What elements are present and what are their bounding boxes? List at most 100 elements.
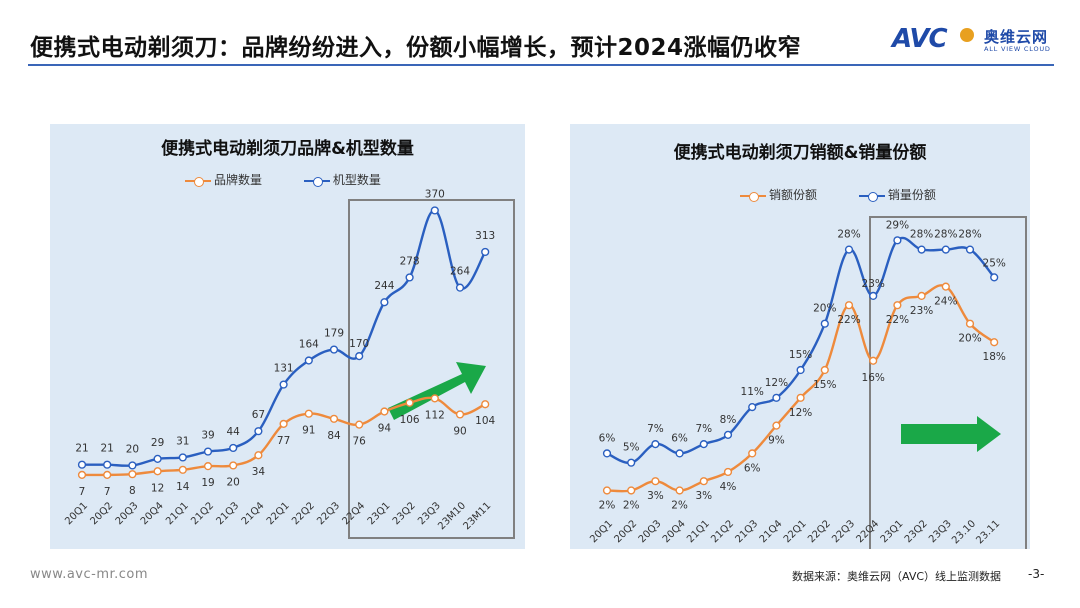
data-point bbox=[128, 470, 137, 479]
series-line bbox=[606, 284, 995, 493]
data-label: 21 bbox=[101, 443, 114, 455]
right-arrow-icon bbox=[901, 416, 1001, 452]
data-label: 90 bbox=[453, 425, 466, 437]
data-point bbox=[229, 461, 238, 470]
data-label: 15% bbox=[789, 349, 812, 361]
data-point bbox=[254, 427, 263, 436]
data-point bbox=[651, 477, 660, 486]
x-tick-label: 20Q4 bbox=[661, 518, 688, 545]
share-line-chart: 20Q120Q220Q320Q421Q121Q221Q321Q422Q122Q2… bbox=[588, 216, 1027, 549]
data-point bbox=[380, 407, 389, 416]
data-point bbox=[844, 245, 854, 254]
x-tick-label: 21Q3 bbox=[214, 500, 241, 527]
legend-item-model: 机型数量 bbox=[303, 171, 381, 188]
data-point bbox=[203, 462, 213, 471]
data-point bbox=[675, 486, 684, 495]
data-label: 3% bbox=[647, 490, 664, 502]
legend-item-sales-volume: 销量份额 bbox=[858, 186, 936, 203]
x-tick-label: 20Q3 bbox=[637, 518, 664, 545]
logo-dot-icon bbox=[960, 28, 974, 42]
data-label: 8 bbox=[129, 485, 136, 497]
data-label: 15% bbox=[813, 379, 836, 391]
data-label: 77 bbox=[277, 435, 290, 447]
data-point bbox=[178, 465, 187, 474]
data-point bbox=[304, 356, 313, 365]
x-tick-label: 22Q1 bbox=[265, 500, 292, 527]
chart-legend: 销额份额 销量份额 bbox=[740, 186, 974, 203]
data-point bbox=[748, 449, 757, 458]
data-label: 244 bbox=[374, 280, 394, 292]
legend-label: 品牌数量 bbox=[214, 173, 263, 187]
data-point bbox=[355, 420, 364, 429]
data-label: 23% bbox=[862, 278, 885, 290]
x-tick-label: 20Q4 bbox=[139, 500, 166, 527]
data-label: 8% bbox=[720, 414, 737, 426]
data-label: 7% bbox=[695, 423, 712, 435]
x-tick-label: 22Q2 bbox=[806, 518, 833, 545]
chart-title: 便携式电动剃须刀品牌&机型数量 bbox=[161, 139, 414, 159]
data-point bbox=[455, 283, 465, 292]
data-label: 29 bbox=[151, 437, 164, 449]
data-point bbox=[380, 298, 389, 307]
x-tick-label: 21Q4 bbox=[758, 518, 785, 545]
data-point bbox=[651, 440, 660, 449]
x-tick-label: 22Q1 bbox=[782, 518, 809, 545]
data-point bbox=[481, 400, 490, 409]
data-label: 20% bbox=[958, 333, 981, 345]
data-point bbox=[990, 273, 999, 282]
x-tick-label: 22Q4 bbox=[340, 500, 367, 527]
data-label: 18% bbox=[983, 351, 1006, 363]
x-tick-label: 22Q3 bbox=[830, 518, 857, 545]
data-point bbox=[103, 470, 112, 480]
data-label: 11% bbox=[741, 386, 764, 398]
data-point bbox=[481, 247, 490, 257]
data-label: 91 bbox=[302, 425, 315, 437]
data-label: 29% bbox=[886, 219, 909, 231]
logo-cn: 奥维云网 bbox=[984, 28, 1049, 46]
data-point bbox=[405, 398, 414, 407]
data-point bbox=[965, 245, 975, 254]
data-label: 370 bbox=[425, 188, 445, 200]
data-label: 6% bbox=[671, 432, 688, 444]
data-point bbox=[990, 338, 999, 347]
data-point bbox=[430, 394, 439, 403]
data-point bbox=[796, 365, 805, 375]
data-point bbox=[748, 402, 757, 412]
x-tick-label: 20Q2 bbox=[612, 518, 639, 545]
data-label: 164 bbox=[299, 339, 319, 351]
data-label: 12 bbox=[151, 482, 164, 494]
x-tick-label: 22Q2 bbox=[290, 500, 317, 527]
legend-blue-swatch bbox=[303, 176, 330, 187]
data-label: 170 bbox=[349, 338, 369, 350]
data-label: 6% bbox=[599, 432, 616, 444]
data-label: 12% bbox=[789, 407, 812, 419]
data-point bbox=[153, 454, 162, 463]
data-label: 94 bbox=[378, 423, 392, 435]
x-tick-label: 23.10 bbox=[950, 518, 978, 546]
legend-blue-swatch bbox=[858, 191, 885, 202]
data-label: 131 bbox=[274, 363, 294, 375]
data-point bbox=[869, 291, 878, 301]
x-tick-label: 21Q2 bbox=[189, 500, 216, 527]
data-label: 21 bbox=[75, 443, 88, 455]
data-label: 4% bbox=[720, 481, 737, 493]
x-tick-label: 23Q1 bbox=[366, 500, 393, 527]
data-point bbox=[772, 393, 781, 402]
x-tick-label: 23Q2 bbox=[903, 518, 930, 545]
brand-model-chart-panel: 便携式电动剃须刀品牌&机型数量 品牌数量 机型数量 20Q1 20Q2 20Q3 20… bbox=[50, 124, 525, 549]
x-tick-label: 23Q2 bbox=[391, 500, 418, 527]
data-label: 23% bbox=[910, 305, 933, 317]
data-label: 12% bbox=[765, 377, 788, 389]
data-label: 179 bbox=[324, 328, 344, 340]
data-label: 2% bbox=[671, 499, 688, 511]
x-tick-label: 20Q3 bbox=[114, 500, 141, 527]
data-point bbox=[405, 273, 414, 282]
data-label: 24% bbox=[934, 296, 957, 308]
legend-orange-swatch bbox=[185, 176, 211, 187]
data-label: 7 bbox=[104, 486, 111, 498]
chart-legend: 品牌数量 机型数量 bbox=[185, 171, 419, 188]
data-point bbox=[77, 460, 87, 469]
data-label: 28% bbox=[910, 229, 933, 241]
data-point bbox=[820, 365, 829, 375]
data-point bbox=[699, 440, 708, 449]
